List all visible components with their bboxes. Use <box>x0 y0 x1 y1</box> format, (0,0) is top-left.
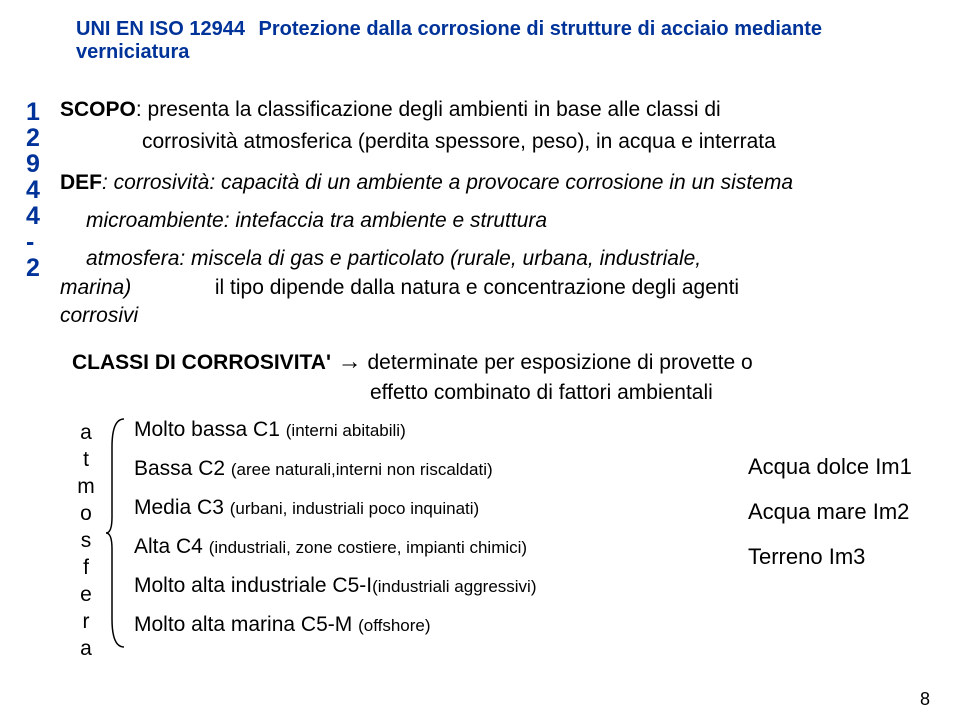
class-items: Molto bassa C1 (interni abitabili) Bassa… <box>134 419 537 653</box>
list-area: a t m o s f e r a Molto bassa C1 (intern… <box>110 419 938 659</box>
side-code-char: 2 <box>26 124 48 150</box>
v-char: o <box>76 500 96 527</box>
class-desc: (industriali aggressivi) <box>372 577 536 596</box>
class-desc: (interni abitabili) <box>286 421 406 440</box>
page-number: 8 <box>920 689 930 710</box>
v-char: f <box>76 554 96 581</box>
class-main: Molto bassa C1 <box>134 418 286 441</box>
class-main: Bassa C2 <box>134 457 231 480</box>
corrosivi-word: corrosivi <box>60 302 938 330</box>
scopo-text1: : presenta la classificazione degli ambi… <box>136 98 721 121</box>
class-desc: (offshore) <box>358 616 430 635</box>
side-code-char: 2 <box>26 254 48 280</box>
marina-text: il tipo dipende dalla natura e concentra… <box>215 276 739 299</box>
class-row: Alta C4 (industriali, zone costiere, imp… <box>134 536 537 557</box>
atmo-line: atmosfera: miscela di gas e particolato … <box>86 245 938 273</box>
right-item: Acqua mare Im2 <box>748 497 912 527</box>
class-row: Molto alta marina C5-M (offshore) <box>134 614 537 635</box>
scopo-line: SCOPO: presenta la classificazione degli… <box>60 96 938 124</box>
micro-line: microambiente: intefaccia tra ambiente e… <box>86 207 938 235</box>
side-code: 1 2 9 4 4 - 2 <box>26 98 48 280</box>
def-line: DEF: corrosività: capacità di un ambient… <box>60 169 938 197</box>
class-main: Molto alta industriale C5-I <box>134 574 372 597</box>
class-row: Bassa C2 (aree naturali,interni non risc… <box>134 458 537 479</box>
classi-heading: CLASSI DI CORROSIVITA' → determinate per… <box>72 346 938 378</box>
side-code-char: 4 <box>26 202 48 228</box>
right-item: Acqua dolce Im1 <box>748 452 912 482</box>
classi-sub: effetto combinato di fattori ambientali <box>370 379 938 407</box>
arrow-icon: → <box>331 348 362 375</box>
right-item: Terreno Im3 <box>748 542 912 572</box>
side-code-char: 4 <box>26 176 48 202</box>
v-char: t <box>76 446 96 473</box>
v-char: e <box>76 581 96 608</box>
class-row: Media C3 (urbani, industriali poco inqui… <box>134 497 537 518</box>
v-char: s <box>76 527 96 554</box>
marina-line: marina) il tipo dipende dalla natura e c… <box>60 274 938 302</box>
scopo-label: SCOPO <box>60 98 136 121</box>
class-main: Media C3 <box>134 496 230 519</box>
class-main: Molto alta marina C5-M <box>134 613 358 636</box>
side-code-char: - <box>26 228 48 254</box>
classi-bold: CLASSI DI CORROSIVITA' <box>72 351 331 374</box>
class-main: Alta C4 <box>134 535 209 558</box>
right-column: Acqua dolce Im1 Acqua mare Im2 Terreno I… <box>748 452 912 586</box>
slide-header: UNI EN ISO 12944 Protezione dalla corros… <box>0 0 960 72</box>
v-char: a <box>76 635 96 662</box>
class-desc: (industriali, zone costiere, impianti ch… <box>209 538 527 557</box>
marina-word: marina) <box>60 276 131 299</box>
side-code-char: 9 <box>26 150 48 176</box>
v-char: a <box>76 419 96 446</box>
class-row: Molto bassa C1 (interni abitabili) <box>134 419 537 440</box>
v-char: m <box>76 473 96 500</box>
side-code-char: 1 <box>26 98 48 124</box>
def-text: : corrosività: capacità di un ambiente a… <box>102 171 793 194</box>
class-desc: (urbani, industriali poco inquinati) <box>230 499 479 518</box>
standard-code: UNI EN ISO 12944 <box>76 18 245 40</box>
brace-icon <box>104 417 128 649</box>
class-desc: (aree naturali,interni non riscaldati) <box>231 460 493 479</box>
classi-rest: determinate per esposizione di provette … <box>362 351 753 374</box>
def-label: DEF <box>60 171 102 194</box>
vertical-label: a t m o s f e r a <box>76 419 96 662</box>
scopo-line2: corrosività atmosferica (perdita spessor… <box>142 128 938 156</box>
content-area: 1 2 9 4 4 - 2 SCOPO: presenta la classif… <box>0 72 960 659</box>
class-row: Molto alta industriale C5-I(industriali … <box>134 575 537 596</box>
body-text: SCOPO: presenta la classificazione degli… <box>60 96 938 659</box>
v-char: r <box>76 608 96 635</box>
